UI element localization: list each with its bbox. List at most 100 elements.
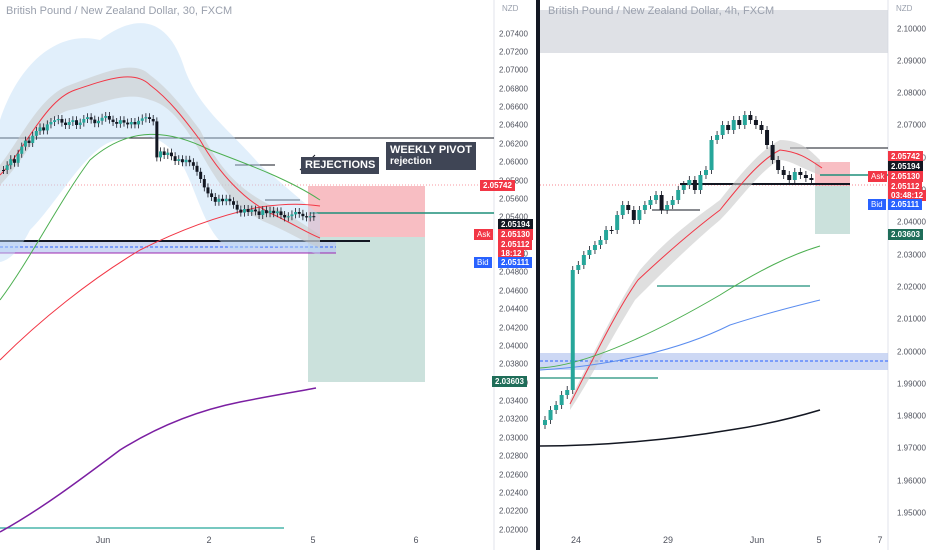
time-tick-label: Jun: [749, 535, 765, 545]
right-pivot-band: [540, 353, 888, 370]
right-candle-body: [548, 410, 553, 420]
left-candle-body: [31, 135, 35, 143]
price-tick-label: 2.04600: [499, 286, 528, 296]
left-candle-body: [85, 117, 89, 119]
left-candle-body: [67, 122, 71, 125]
right-gray-zone: [540, 10, 888, 53]
left-candle-body: [27, 140, 31, 143]
left-candle-body: [5, 165, 9, 170]
price-tick-label: 2.07000: [897, 120, 926, 130]
left-candle-body: [228, 198, 232, 202]
left-candle-body: [242, 209, 246, 213]
left-chart-canvas[interactable]: [0, 0, 536, 550]
right-candle-body: [798, 172, 803, 175]
left-countdown-label: 18:12: [498, 248, 525, 259]
right-bid-price-label: 2.05112: [888, 181, 923, 192]
left-bid-label: 2.05111: [498, 257, 533, 268]
left-candle-body: [122, 120, 126, 123]
right-candle-body: [776, 160, 781, 170]
left-candle-body: [166, 152, 170, 155]
right-candle-body: [592, 245, 597, 250]
right-bid-label: 2.05111: [888, 199, 923, 210]
left-candle-body: [308, 216, 312, 218]
left-candle-body: [261, 210, 265, 215]
right-candle-body: [631, 210, 636, 220]
left-candle-body: [294, 212, 298, 215]
left-candle-body: [210, 193, 214, 197]
rejections-annotation[interactable]: REJECTIONS: [301, 157, 380, 174]
left-candle-body: [173, 156, 177, 161]
price-tick-label: 2.05600: [499, 194, 528, 204]
price-tick-label: 1.95000: [897, 508, 926, 518]
left-candle-body: [133, 122, 137, 125]
left-target-price-label: 2.05742: [480, 180, 515, 191]
left-candle-body: [71, 120, 75, 122]
right-chart-pane[interactable]: British Pound / New Zealand Dollar, 4h, …: [540, 0, 932, 550]
left-candle-body: [107, 116, 111, 120]
left-axis-currency: NZD: [502, 4, 519, 13]
left-band-cloud: [0, 23, 320, 262]
price-tick-label: 2.02400: [499, 488, 528, 498]
price-tick-label: 2.03200: [499, 414, 528, 424]
weekly-pivot-annotation[interactable]: WEEKLY PIVOT rejection: [386, 142, 476, 170]
right-candle-body: [731, 120, 736, 130]
left-candle-body: [159, 151, 162, 158]
left-candle-body: [53, 120, 57, 122]
right-candle-body: [598, 240, 603, 245]
left-inner-band: [0, 67, 320, 248]
left-candle-body: [290, 214, 294, 217]
left-candle-body: [195, 165, 199, 172]
price-tick-label: 2.09000: [897, 56, 926, 66]
right-candle-body: [715, 135, 720, 140]
price-tick-label: 2.02200: [499, 506, 528, 516]
right-target-price-label: 2.05742: [888, 151, 923, 162]
price-tick-label: 2.04800: [499, 267, 528, 277]
left-candle-body: [264, 210, 268, 214]
left-candle-body: [9, 159, 13, 166]
left-candle-body: [12, 159, 16, 163]
left-candle-body: [217, 198, 221, 202]
left-chart-title: British Pound / New Zealand Dollar, 30, …: [6, 5, 233, 17]
right-stop-price-label: 2.03603: [888, 229, 923, 240]
right-candle-body: [709, 140, 714, 170]
left-candle-body: [2, 170, 5, 171]
right-ma-blue: [540, 299, 821, 371]
right-candle-body: [726, 125, 731, 130]
right-candle-body: [753, 120, 758, 125]
pane-divider[interactable]: [536, 0, 540, 550]
right-candle-body: [670, 200, 675, 205]
left-candle-body: [64, 122, 68, 125]
right-candle-body: [654, 195, 659, 200]
left-stop-price-label: 2.03603: [492, 376, 527, 387]
right-candle-body: [559, 395, 564, 405]
left-stop-zone: [308, 237, 425, 382]
time-tick-label: 29: [662, 535, 674, 545]
price-tick-label: 2.02000: [897, 282, 926, 292]
left-candle-body: [239, 209, 243, 213]
right-target-zone: [815, 162, 850, 186]
weekly-pivot-annotation-sub: rejection: [390, 156, 432, 167]
time-tick-label: Jun: [95, 535, 111, 545]
right-candle-body: [581, 255, 586, 265]
price-tick-label: 2.01000: [897, 314, 926, 324]
right-candle-body: [770, 145, 775, 160]
price-tick-label: 2.05400: [499, 212, 528, 222]
left-candle-body: [126, 122, 130, 125]
right-ask-price-label: 2.05130: [888, 171, 923, 182]
right-candle-body: [720, 125, 725, 135]
left-candle-body: [49, 122, 53, 125]
left-candle-body: [140, 118, 144, 121]
left-candle-body: [257, 211, 261, 215]
left-candle-body: [162, 151, 166, 155]
left-candle-body: [246, 209, 250, 212]
left-candle-body: [221, 198, 225, 202]
left-chart-pane[interactable]: British Pound / New Zealand Dollar, 30, …: [0, 0, 536, 550]
left-candle-body: [118, 120, 122, 124]
right-ma-green: [540, 245, 821, 369]
right-chart-canvas[interactable]: [540, 0, 932, 550]
left-bid-tag: Bid: [474, 257, 492, 268]
price-tick-label: 2.07400: [499, 29, 528, 38]
left-candle-body: [191, 162, 195, 166]
right-candle-body: [570, 270, 575, 390]
right-candle-body: [687, 180, 692, 185]
